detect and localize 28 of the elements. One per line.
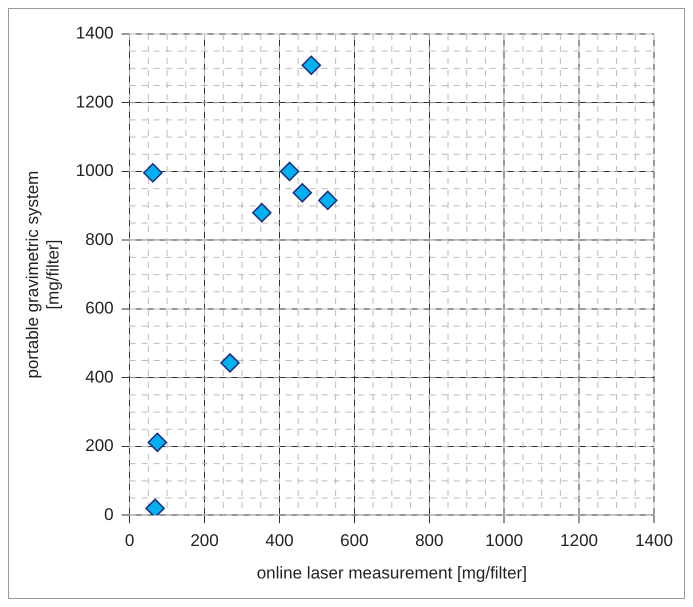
y-tick-label: 400 <box>85 367 114 386</box>
y-tick-label: 1400 <box>76 24 114 43</box>
x-tick-label: 0 <box>124 531 134 550</box>
text: [mg/filter] <box>43 240 62 310</box>
y-tick-label: 600 <box>85 298 114 318</box>
y-tick-label: 800 <box>85 230 114 249</box>
x-tick-label: 600 <box>340 531 369 550</box>
text: portable gravimetric system <box>22 170 42 379</box>
x-tick-label: 1000 <box>485 531 524 550</box>
point <box>143 163 163 183</box>
x-tick-label: 200 <box>190 531 219 550</box>
y-tick-label: 0 <box>104 504 114 524</box>
point <box>302 56 322 76</box>
y-tick-label: 1000 <box>76 161 114 180</box>
y-tick-label: 200 <box>85 436 114 456</box>
point <box>148 432 168 452</box>
point <box>292 183 312 203</box>
x-tick-label: 400 <box>265 531 294 550</box>
x-axis-title: online laser measurement [mg/filter] <box>256 563 527 582</box>
y-tick-label: 1200 <box>76 92 114 112</box>
point <box>220 353 240 373</box>
point <box>318 190 338 210</box>
x-tick-label: 1200 <box>560 531 598 550</box>
point <box>145 498 165 516</box>
x-tick-label: 800 <box>415 531 444 550</box>
point <box>280 162 300 182</box>
x-tick-label: 1400 <box>635 531 673 550</box>
point <box>252 202 272 222</box>
